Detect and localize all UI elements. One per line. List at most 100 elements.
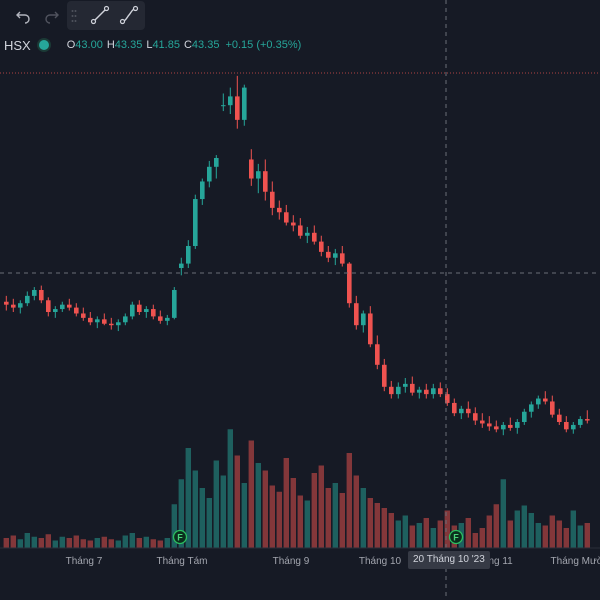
candle-body: [172, 290, 177, 318]
volume-bar: [52, 540, 58, 548]
earnings-marker[interactable]: F: [448, 529, 464, 545]
volume-bar: [367, 498, 373, 548]
volume-bar: [360, 488, 366, 548]
candle: [11, 298, 16, 312]
candlesticks: [4, 75, 590, 436]
volume-bar: [276, 491, 282, 548]
candle-body: [151, 309, 156, 317]
candle-body: [536, 398, 541, 405]
volume-bar: [577, 525, 583, 548]
candle: [312, 225, 317, 245]
trend-line-icon: [90, 5, 110, 25]
volume-bar: [556, 520, 562, 548]
candle: [431, 383, 436, 399]
candle: [340, 246, 345, 267]
volume-bar: [479, 528, 485, 548]
candle: [284, 204, 289, 226]
candle-body: [270, 191, 275, 208]
candle: [270, 181, 275, 216]
candle-body: [11, 304, 16, 308]
market-status-icon: [38, 40, 49, 50]
earnings-marker-label: F: [177, 533, 183, 543]
candle: [39, 285, 44, 304]
candle-body: [557, 414, 562, 422]
candle-body: [116, 322, 121, 326]
candle-body: [228, 96, 233, 106]
drag-handle-icon[interactable]: [71, 9, 77, 23]
volume-bar: [199, 488, 205, 548]
candle-body: [585, 419, 590, 421]
volume-bar: [248, 440, 254, 548]
candle-body: [473, 413, 478, 421]
candle: [536, 395, 541, 409]
candle-body: [543, 398, 548, 402]
candle: [347, 262, 352, 308]
candle-body: [298, 225, 303, 236]
volume-bar: [402, 515, 408, 548]
volume-bar: [486, 515, 492, 548]
candle: [564, 416, 569, 433]
candle: [67, 298, 72, 311]
candle-body: [564, 422, 569, 430]
candle: [277, 200, 282, 220]
candle: [172, 287, 177, 320]
candle: [473, 407, 478, 425]
redo-button[interactable]: [40, 4, 64, 28]
candle: [158, 310, 163, 324]
volume-bar: [45, 534, 51, 548]
candle: [102, 313, 107, 326]
volume-bar: [584, 523, 590, 548]
candle: [221, 93, 226, 112]
candle-body: [242, 87, 247, 120]
volume-bar: [220, 475, 226, 548]
x-axis-label: Tháng 7: [66, 556, 103, 567]
candle: [137, 300, 142, 315]
volume-bar: [325, 488, 331, 548]
candle-body: [550, 401, 555, 415]
ray-button[interactable]: [117, 3, 141, 27]
volume-bar: [563, 528, 569, 548]
candle-body: [424, 389, 429, 395]
candle: [438, 382, 443, 398]
volume-bar: [465, 518, 471, 548]
candle-body: [18, 303, 23, 308]
volume-bar: [304, 500, 310, 548]
candle: [228, 87, 233, 114]
candle-body: [207, 166, 212, 182]
candle-body: [361, 313, 366, 326]
volume-bar: [297, 495, 303, 548]
candle: [305, 226, 310, 244]
volume-bar: [59, 536, 65, 548]
volume-bar: [423, 518, 429, 548]
candle-body: [81, 313, 86, 318]
candle: [403, 378, 408, 393]
undo-button[interactable]: [11, 4, 35, 28]
volume-bar: [234, 455, 240, 548]
candle-body: [193, 199, 198, 246]
volume-bar: [171, 504, 177, 548]
candle-body: [4, 301, 9, 305]
candle-body: [459, 408, 464, 414]
candle-body: [522, 411, 527, 422]
volume-bar: [136, 538, 142, 548]
candle: [319, 235, 324, 257]
ray-icon: [119, 5, 139, 25]
earnings-marker[interactable]: F: [172, 529, 188, 545]
symbol-exchange[interactable]: HSX: [4, 37, 31, 53]
candle: [144, 306, 149, 318]
volume-bar: [346, 453, 352, 548]
trend-line-button[interactable]: [88, 3, 112, 27]
volume-bar: [332, 483, 338, 548]
candle: [515, 419, 520, 434]
candle-body: [200, 181, 205, 200]
earnings-marker-circle: [172, 529, 188, 545]
candle: [424, 383, 429, 399]
candle: [165, 314, 170, 326]
volume-bar: [437, 520, 443, 548]
candle-body: [529, 404, 534, 412]
candle-body: [74, 307, 79, 314]
volume-bar: [192, 470, 198, 548]
candle-body: [326, 251, 331, 258]
